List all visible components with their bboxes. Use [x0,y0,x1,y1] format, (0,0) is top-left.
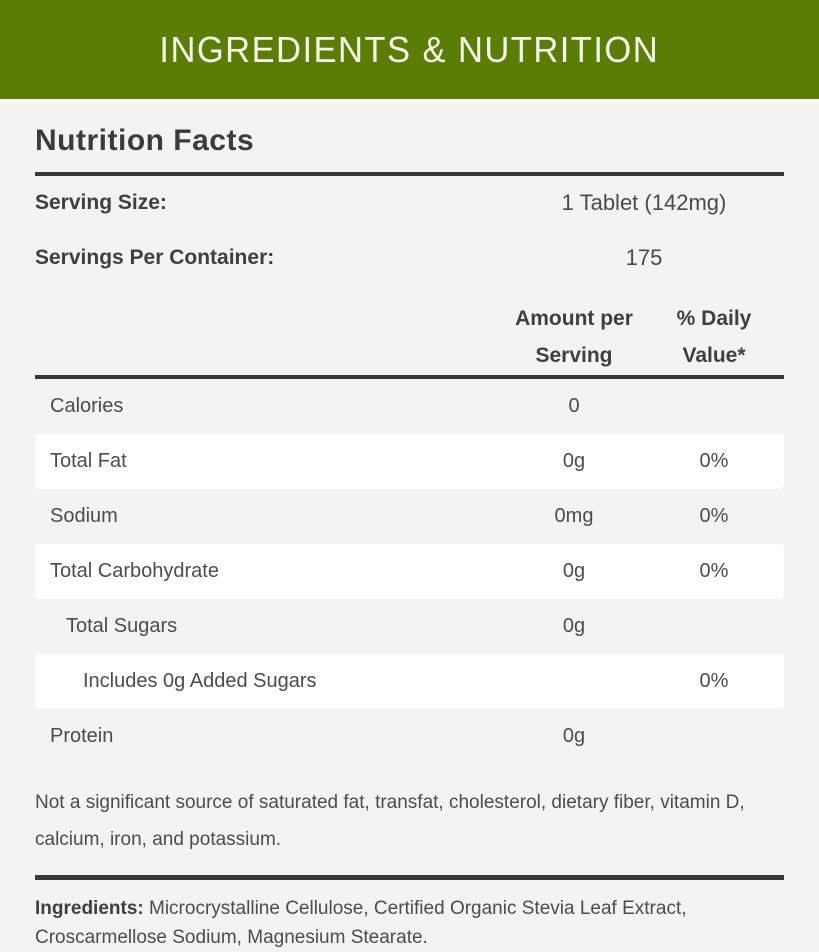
row-daily-value: 0% [699,670,729,692]
row-label: Sodium [50,505,118,527]
column-headers: Amount per Serving % Daily Value* [35,300,784,374]
row-daily-value: 0% [699,450,729,472]
banner-title: INGREDIENTS & NUTRITION [159,28,660,70]
serving-size-row: Serving Size: 1 Tablet (142mg) [35,190,784,216]
row-daily-value: 0% [699,560,729,582]
row-label: Total Sugars [66,615,178,637]
ingredients-nutrition-banner: INGREDIENTS & NUTRITION [0,0,819,99]
row-amount: 0g [562,725,586,747]
servings-per-container-row: Servings Per Container: 175 [35,245,784,271]
row-label: Total Fat [50,450,127,472]
nutrition-facts-title: Nutrition Facts [35,124,255,157]
table-row-total-carbohydrate: Total Carbohydrate 0g 0% [35,544,784,599]
serving-size-label: Serving Size: [35,191,167,214]
row-amount: 0g [562,615,586,637]
daily-value-header: % Daily Value* [676,307,752,367]
insignificant-source-note: Not a significant source of saturated fa… [35,792,745,850]
table-row-total-fat: Total Fat 0g 0% [35,434,784,489]
ingredients-paragraph: Ingredients: Microcrystalline Cellulose,… [35,894,784,952]
row-label: Protein [50,725,114,747]
amount-per-serving-header: Amount per Serving [515,307,633,367]
divider-header [35,375,784,379]
row-amount: 0 [568,395,580,417]
row-amount: 0g [562,450,586,472]
table-row-protein: Protein 0g [35,709,784,764]
servings-per-container-label: Servings Per Container: [35,246,275,269]
nutrient-table: Calories 0 Total Fat 0g 0% Sodium 0mg 0%… [35,379,784,764]
nutrition-facts-panel: Nutrition Facts Serving Size: 1 Tablet (… [0,123,819,952]
row-label: Total Carbohydrate [50,560,219,582]
ingredients-label: Ingredients: [35,898,144,919]
row-daily-value: 0% [699,505,729,527]
servings-per-container-value: 175 [625,245,663,270]
table-row-sodium: Sodium 0mg 0% [35,489,784,544]
divider-top [35,172,784,176]
row-label: Includes 0g Added Sugars [83,670,317,692]
table-row-added-sugars: Includes 0g Added Sugars 0% [35,654,784,709]
row-amount: 0g [562,560,586,582]
serving-size-value: 1 Tablet (142mg) [561,190,727,215]
table-row-total-sugars: Total Sugars 0g [35,599,784,654]
banner-underline [0,99,819,104]
row-amount: 0mg [554,505,594,527]
row-label: Calories [50,395,124,417]
table-row-calories: Calories 0 [35,379,784,434]
divider-bottom [35,875,784,880]
